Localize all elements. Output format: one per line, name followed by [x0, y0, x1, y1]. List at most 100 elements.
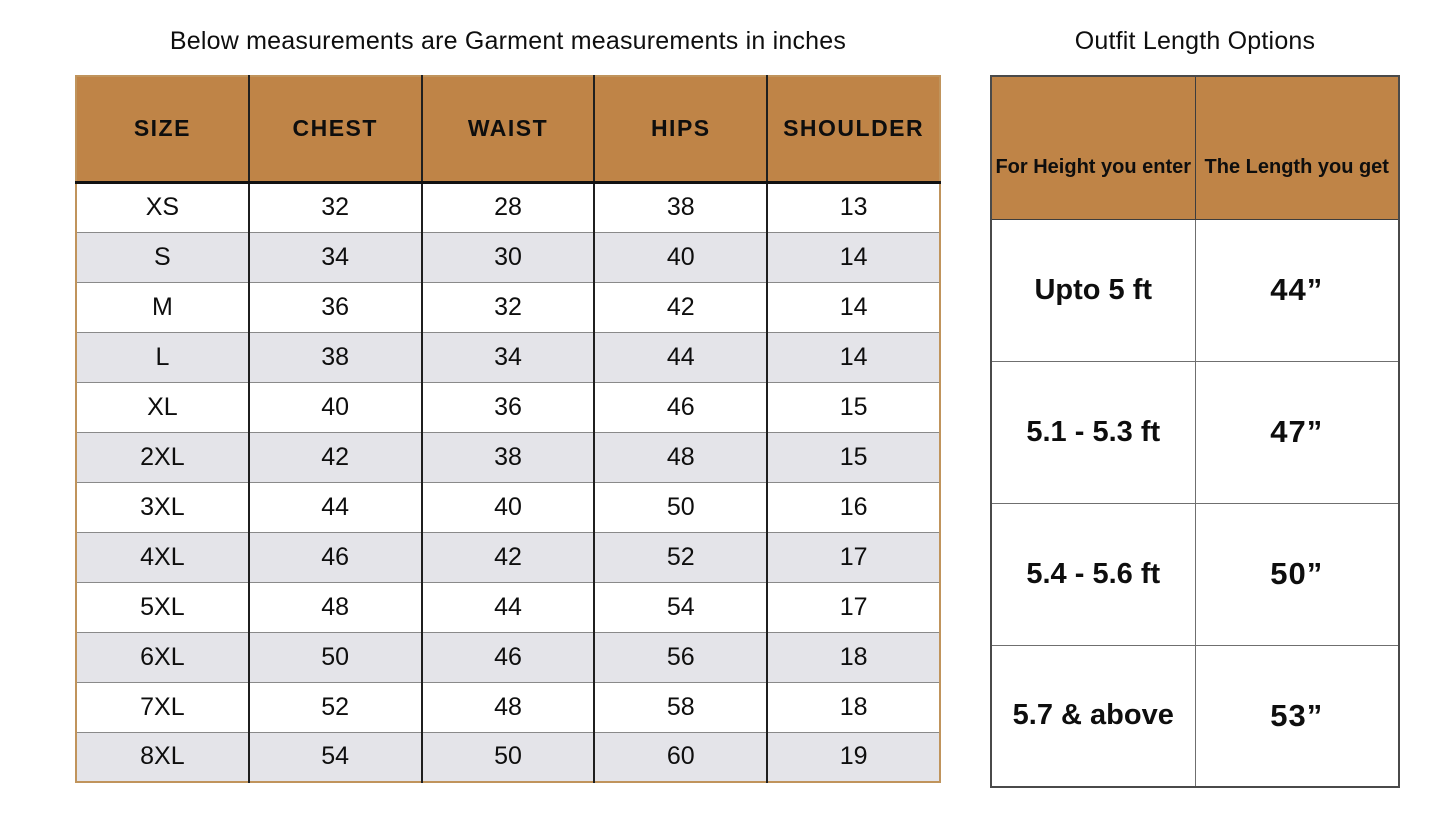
size-cell: 4XL [76, 531, 249, 582]
shoulder-cell: 14 [766, 331, 940, 382]
table-row: Upto 5 ft 44” [990, 218, 1400, 362]
column-header-height: For Height you enter [990, 75, 1196, 220]
hips-cell: 40 [593, 231, 768, 282]
waist-cell: 44 [420, 581, 595, 632]
garment-table-header: SIZE CHEST WAIST HIPS SHOULDER [76, 76, 940, 184]
waist-cell: 30 [420, 231, 595, 282]
header-row: SIZE CHEST WAIST HIPS SHOULDER [76, 76, 940, 184]
table-row: S 34 30 40 14 [76, 231, 940, 282]
chest-cell: 48 [247, 581, 422, 632]
hips-cell: 54 [593, 581, 768, 632]
chest-cell: 34 [247, 231, 422, 282]
column-header-chest: CHEST [247, 76, 422, 184]
shoulder-cell: 17 [766, 581, 940, 632]
length-table-body: Upto 5 ft 44” 5.1 - 5.3 ft 47” 5.4 - 5.6… [990, 218, 1400, 788]
table-row: L 38 34 44 14 [76, 331, 940, 382]
size-cell: 2XL [76, 431, 249, 482]
table-row: 7XL 52 48 58 18 [76, 681, 940, 732]
garment-table-body: XS 32 28 38 13 S 34 30 40 14 M 36 32 42 … [76, 182, 940, 782]
hips-cell: 52 [593, 531, 768, 582]
size-cell: L [76, 331, 249, 382]
table-row: XS 32 28 38 13 [76, 182, 940, 232]
column-header-size: SIZE [76, 76, 249, 184]
table-row: 5.7 & above 53” [990, 644, 1400, 788]
garment-measurements-table: SIZE CHEST WAIST HIPS SHOULDER XS 32 28 … [75, 75, 941, 783]
table-row: XL 40 36 46 15 [76, 381, 940, 432]
size-cell: 6XL [76, 631, 249, 682]
table-row: 5.1 - 5.3 ft 47” [990, 360, 1400, 504]
size-cell: 5XL [76, 581, 249, 632]
height-cell: 5.4 - 5.6 ft [990, 502, 1196, 646]
chest-cell: 38 [247, 331, 422, 382]
length-cell: 50” [1194, 502, 1400, 646]
table-row: 5XL 48 44 54 17 [76, 581, 940, 632]
table-row: 3XL 44 40 50 16 [76, 481, 940, 532]
garment-table-title: Below measurements are Garment measureme… [169, 27, 847, 55]
chest-cell: 40 [247, 381, 422, 432]
length-table-header: For Height you enter The Length you get [990, 75, 1400, 220]
table-row: 8XL 54 50 60 19 [76, 731, 940, 782]
chest-cell: 32 [247, 182, 422, 232]
hips-cell: 46 [593, 381, 768, 432]
waist-cell: 34 [420, 331, 595, 382]
waist-cell: 32 [420, 281, 595, 332]
column-header-shoulder: SHOULDER [766, 76, 940, 184]
chest-cell: 36 [247, 281, 422, 332]
chest-cell: 54 [247, 731, 422, 782]
size-cell: M [76, 281, 249, 332]
table-row: 4XL 46 42 52 17 [76, 531, 940, 582]
hips-cell: 56 [593, 631, 768, 682]
waist-cell: 40 [420, 481, 595, 532]
waist-cell: 48 [420, 681, 595, 732]
chest-cell: 50 [247, 631, 422, 682]
column-header-length: The Length you get [1194, 75, 1400, 220]
shoulder-cell: 15 [766, 381, 940, 432]
shoulder-cell: 19 [766, 731, 940, 782]
hips-cell: 48 [593, 431, 768, 482]
hips-cell: 38 [593, 182, 768, 232]
height-cell: 5.1 - 5.3 ft [990, 360, 1196, 504]
size-cell: S [76, 231, 249, 282]
length-cell: 53” [1194, 644, 1400, 788]
outfit-length-table: For Height you enter The Length you get … [990, 75, 1400, 788]
waist-cell: 46 [420, 631, 595, 682]
height-cell: 5.7 & above [990, 644, 1196, 788]
header-row: For Height you enter The Length you get [990, 75, 1400, 220]
table-row: M 36 32 42 14 [76, 281, 940, 332]
hips-cell: 60 [593, 731, 768, 782]
size-cell: 7XL [76, 681, 249, 732]
hips-cell: 58 [593, 681, 768, 732]
shoulder-cell: 17 [766, 531, 940, 582]
shoulder-cell: 18 [766, 681, 940, 732]
shoulder-cell: 16 [766, 481, 940, 532]
length-table-title: Outfit Length Options [1074, 27, 1316, 55]
length-cell: 47” [1194, 360, 1400, 504]
size-cell: 8XL [76, 731, 249, 782]
size-cell: 3XL [76, 481, 249, 532]
chest-cell: 52 [247, 681, 422, 732]
column-header-waist: WAIST [420, 76, 595, 184]
shoulder-cell: 15 [766, 431, 940, 482]
table-row: 5.4 - 5.6 ft 50” [990, 502, 1400, 646]
shoulder-cell: 18 [766, 631, 940, 682]
hips-cell: 44 [593, 331, 768, 382]
waist-cell: 36 [420, 381, 595, 432]
table-row: 6XL 50 46 56 18 [76, 631, 940, 682]
height-cell: Upto 5 ft [990, 218, 1196, 362]
waist-cell: 38 [420, 431, 595, 482]
shoulder-cell: 14 [766, 281, 940, 332]
hips-cell: 42 [593, 281, 768, 332]
chest-cell: 46 [247, 531, 422, 582]
shoulder-cell: 14 [766, 231, 940, 282]
table-row: 2XL 42 38 48 15 [76, 431, 940, 482]
hips-cell: 50 [593, 481, 768, 532]
waist-cell: 28 [420, 182, 595, 232]
shoulder-cell: 13 [766, 182, 940, 232]
waist-cell: 42 [420, 531, 595, 582]
chest-cell: 44 [247, 481, 422, 532]
column-header-hips: HIPS [593, 76, 768, 184]
length-cell: 44” [1194, 218, 1400, 362]
waist-cell: 50 [420, 731, 595, 782]
size-cell: XS [76, 182, 249, 232]
size-cell: XL [76, 381, 249, 432]
